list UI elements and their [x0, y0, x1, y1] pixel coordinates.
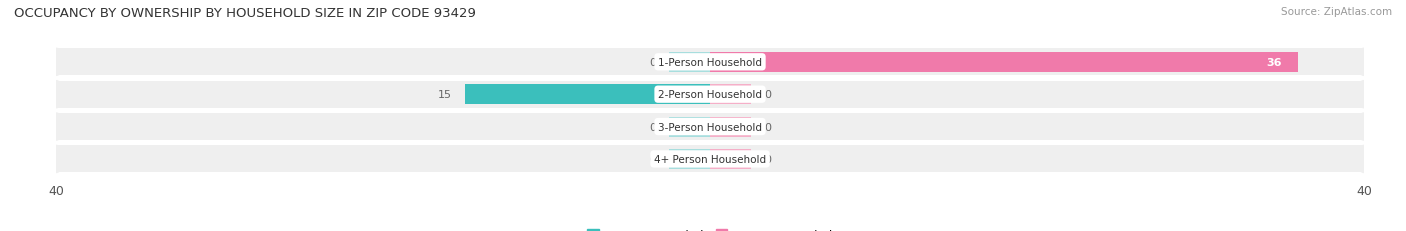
Text: 2-Person Household: 2-Person Household	[658, 90, 762, 100]
Circle shape	[1357, 113, 1371, 140]
Text: Source: ZipAtlas.com: Source: ZipAtlas.com	[1281, 7, 1392, 17]
Bar	[56, 81, 1364, 108]
Text: 3-Person Household: 3-Person Household	[658, 122, 762, 132]
Text: 0: 0	[763, 154, 770, 164]
Bar	[669, 52, 710, 73]
Bar	[669, 149, 710, 169]
Bar	[56, 49, 1364, 76]
Bar	[710, 85, 751, 105]
Text: 1-Person Household: 1-Person Household	[658, 58, 762, 67]
Text: 36: 36	[1267, 58, 1282, 67]
Bar	[710, 149, 751, 169]
Text: 0: 0	[763, 122, 770, 132]
Text: OCCUPANCY BY OWNERSHIP BY HOUSEHOLD SIZE IN ZIP CODE 93429: OCCUPANCY BY OWNERSHIP BY HOUSEHOLD SIZE…	[14, 7, 477, 20]
Bar	[669, 117, 710, 137]
Bar	[56, 146, 1364, 173]
Text: 0: 0	[650, 154, 657, 164]
Circle shape	[49, 146, 63, 173]
Bar	[710, 117, 751, 137]
Text: 0: 0	[763, 90, 770, 100]
Text: 15: 15	[437, 90, 451, 100]
Bar	[710, 52, 1299, 73]
Circle shape	[49, 113, 63, 140]
Circle shape	[1357, 146, 1371, 173]
Circle shape	[1357, 81, 1371, 108]
Bar	[465, 85, 710, 105]
Bar	[56, 113, 1364, 140]
Circle shape	[49, 81, 63, 108]
Text: 0: 0	[650, 122, 657, 132]
Text: 0: 0	[650, 58, 657, 67]
Legend: Owner-occupied, Renter-occupied: Owner-occupied, Renter-occupied	[582, 224, 838, 231]
Circle shape	[49, 49, 63, 76]
Text: 4+ Person Household: 4+ Person Household	[654, 154, 766, 164]
Circle shape	[1357, 49, 1371, 76]
